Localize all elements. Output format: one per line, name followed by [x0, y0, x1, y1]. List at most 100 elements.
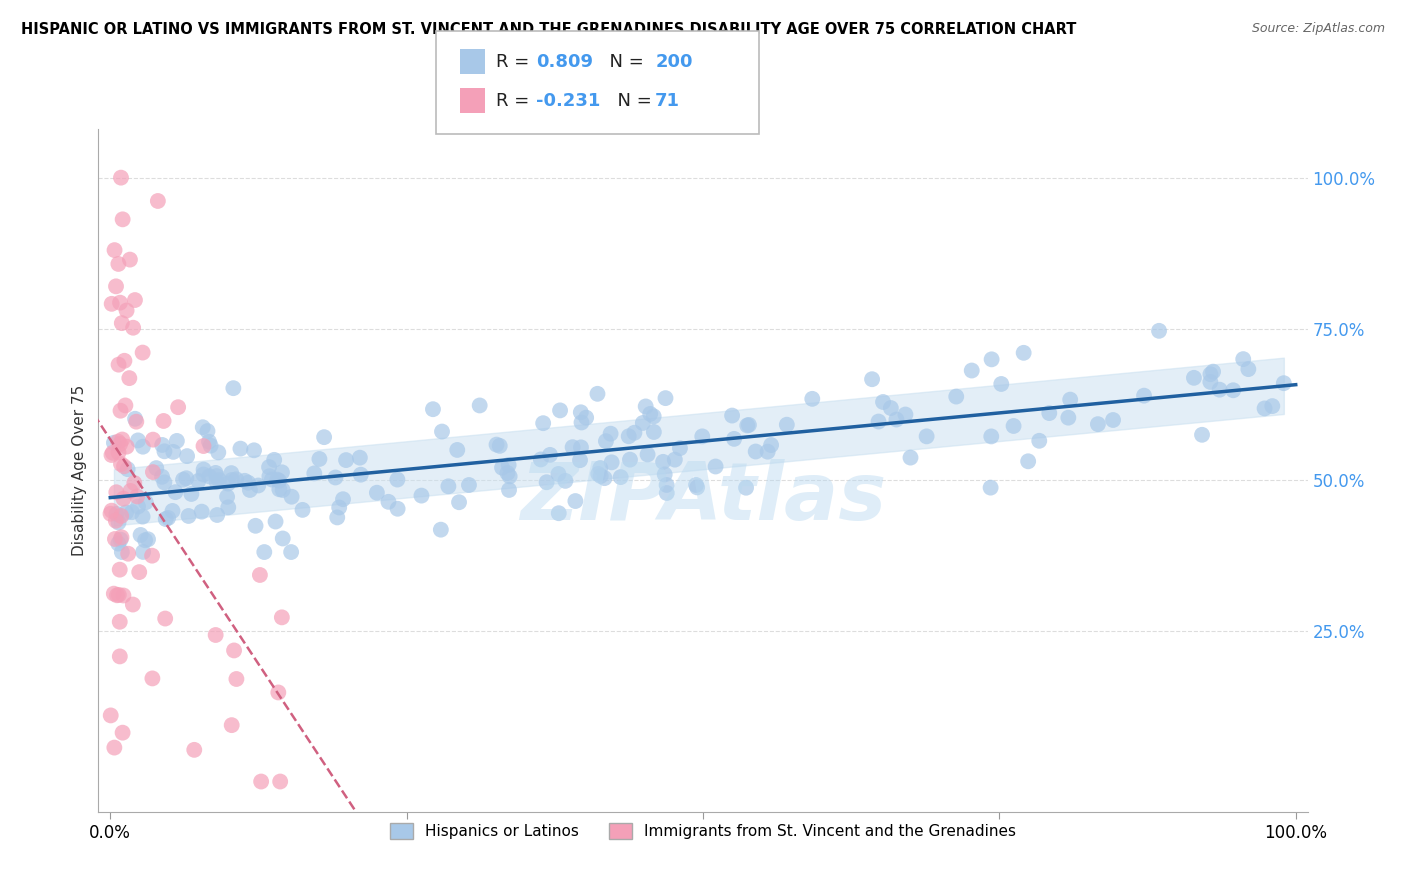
- Point: [153, 611, 176, 625]
- Point: [638, 407, 661, 421]
- Point: [243, 443, 266, 458]
- Point: [115, 506, 138, 520]
- Point: [127, 490, 149, 504]
- Point: [430, 523, 453, 537]
- Point: [105, 485, 128, 500]
- Point: [1147, 324, 1170, 338]
- Point: [145, 461, 167, 475]
- Point: [271, 465, 294, 479]
- Point: [110, 533, 132, 547]
- Point: [335, 453, 357, 467]
- Point: [142, 433, 165, 447]
- Point: [263, 453, 285, 467]
- Point: [1182, 371, 1205, 385]
- Text: R =: R =: [496, 92, 536, 110]
- Point: [349, 450, 371, 465]
- Point: [117, 547, 139, 561]
- Point: [131, 345, 153, 359]
- Point: [411, 489, 433, 503]
- Point: [118, 252, 141, 267]
- Point: [894, 408, 917, 422]
- Point: [105, 507, 128, 521]
- Point: [104, 514, 127, 528]
- Point: [236, 475, 259, 490]
- Point: [1253, 401, 1275, 416]
- Point: [191, 420, 214, 434]
- Point: [162, 445, 184, 459]
- Point: [586, 386, 609, 401]
- Point: [146, 194, 169, 208]
- Point: [872, 395, 894, 409]
- Point: [142, 465, 165, 479]
- Point: [132, 545, 155, 559]
- Point: [387, 501, 409, 516]
- Point: [588, 467, 610, 481]
- Point: [328, 500, 350, 515]
- Point: [1191, 427, 1213, 442]
- Point: [103, 740, 125, 755]
- Point: [225, 472, 247, 486]
- Point: [217, 476, 239, 491]
- Point: [141, 672, 163, 686]
- Point: [124, 293, 146, 307]
- Point: [132, 440, 155, 454]
- Point: [122, 598, 145, 612]
- Point: [485, 437, 508, 451]
- Point: [198, 434, 221, 449]
- Point: [575, 410, 598, 425]
- Point: [125, 415, 148, 429]
- Point: [554, 474, 576, 488]
- Point: [1199, 368, 1222, 382]
- Point: [704, 459, 727, 474]
- Point: [643, 425, 665, 439]
- Point: [1087, 417, 1109, 432]
- Point: [187, 474, 209, 488]
- Point: [1017, 454, 1039, 468]
- Point: [498, 469, 520, 483]
- Point: [205, 475, 228, 489]
- Point: [118, 371, 141, 385]
- Point: [387, 473, 409, 487]
- Point: [107, 536, 129, 550]
- Point: [868, 415, 890, 429]
- Point: [437, 479, 460, 493]
- Point: [166, 434, 188, 448]
- Point: [183, 743, 205, 757]
- Point: [643, 409, 665, 424]
- Point: [105, 279, 128, 293]
- Point: [1057, 410, 1080, 425]
- Point: [458, 478, 481, 492]
- Point: [100, 503, 122, 517]
- Point: [271, 532, 294, 546]
- Legend: Hispanics or Latinos, Immigrants from St. Vincent and the Grenadines: Hispanics or Latinos, Immigrants from St…: [384, 817, 1022, 845]
- Point: [1222, 384, 1244, 398]
- Point: [103, 587, 125, 601]
- Point: [664, 452, 686, 467]
- Point: [111, 316, 134, 330]
- Point: [111, 725, 134, 739]
- Point: [193, 462, 215, 476]
- Point: [990, 376, 1012, 391]
- Point: [617, 429, 640, 443]
- Point: [900, 450, 922, 465]
- Point: [271, 483, 294, 497]
- Point: [860, 372, 883, 386]
- Point: [204, 466, 226, 480]
- Point: [291, 503, 314, 517]
- Point: [249, 568, 271, 582]
- Point: [172, 473, 194, 487]
- Point: [915, 429, 938, 443]
- Point: [177, 508, 200, 523]
- Point: [314, 430, 336, 444]
- Point: [200, 439, 222, 453]
- Point: [247, 478, 270, 492]
- Point: [571, 416, 593, 430]
- Point: [111, 433, 134, 447]
- Point: [1237, 362, 1260, 376]
- Point: [221, 466, 243, 480]
- Point: [589, 461, 612, 475]
- Point: [669, 441, 692, 455]
- Point: [221, 718, 243, 732]
- Point: [1059, 392, 1081, 407]
- Point: [136, 533, 159, 547]
